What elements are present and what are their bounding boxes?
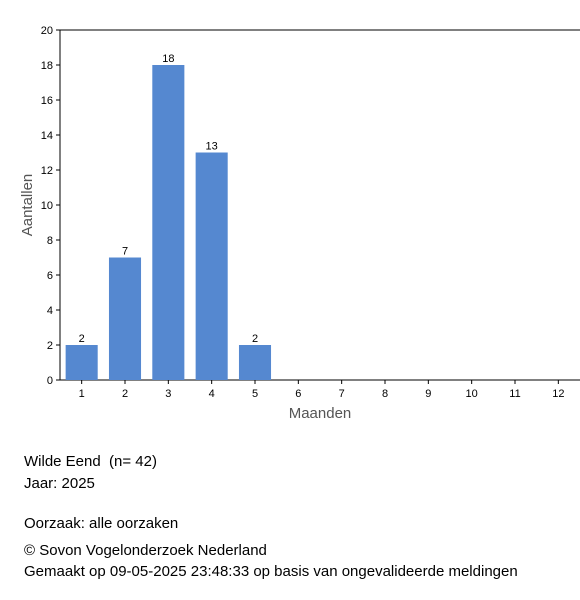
x-tick-label: 3: [165, 388, 171, 400]
x-tick-label: 8: [382, 388, 388, 400]
y-axis-title: Aantallen: [19, 174, 36, 237]
bar: [152, 65, 185, 380]
y-tick-label: 6: [47, 270, 53, 282]
x-tick-label: 4: [209, 388, 215, 400]
y-tick-label: 8: [47, 235, 53, 247]
bar: [238, 345, 272, 380]
data-label: 18: [162, 53, 174, 65]
bar: [65, 345, 98, 380]
copyright: © Sovon Vogelonderzoek Nederland: [24, 542, 267, 559]
y-tick-label: 10: [41, 200, 53, 212]
x-tick-label: 1: [79, 388, 85, 400]
data-label: 13: [206, 141, 218, 153]
made-note: Gemaakt op 09-05-2025 23:48:33 op basis …: [24, 563, 518, 580]
y-tick-label: 12: [41, 165, 53, 177]
x-tick-label: 9: [425, 388, 431, 400]
bar: [108, 257, 142, 380]
y-tick-label: 20: [41, 25, 53, 37]
x-tick-label: 2: [122, 388, 128, 400]
x-tick-label: 11: [509, 388, 520, 400]
chart: Maanden Aantallen 0246810121416182012273…: [19, 25, 580, 422]
cause: Oorzaak: alle oorzaken: [24, 515, 179, 532]
data-label: 2: [79, 333, 85, 345]
y-tick-label: 16: [41, 95, 53, 107]
y-tick-label: 2: [47, 340, 53, 352]
species: Wilde Eend (n= 42): [24, 453, 157, 470]
y-tick-label: 4: [47, 305, 53, 317]
y-tick-label: 14: [41, 130, 53, 142]
bar: [195, 152, 228, 380]
x-tick-label: 7: [339, 388, 345, 400]
x-tick-label: 5: [252, 388, 258, 400]
x-tick-label: 12: [552, 388, 564, 400]
data-label: 7: [122, 246, 128, 258]
data-label: 2: [252, 333, 258, 345]
year: Jaar: 2025: [24, 475, 95, 492]
x-axis-title: Maanden: [289, 405, 352, 422]
y-tick-label: 0: [47, 375, 53, 387]
x-tick-label: 6: [295, 388, 301, 400]
y-tick-label: 18: [41, 60, 53, 72]
x-tick-label: 10: [466, 388, 478, 400]
